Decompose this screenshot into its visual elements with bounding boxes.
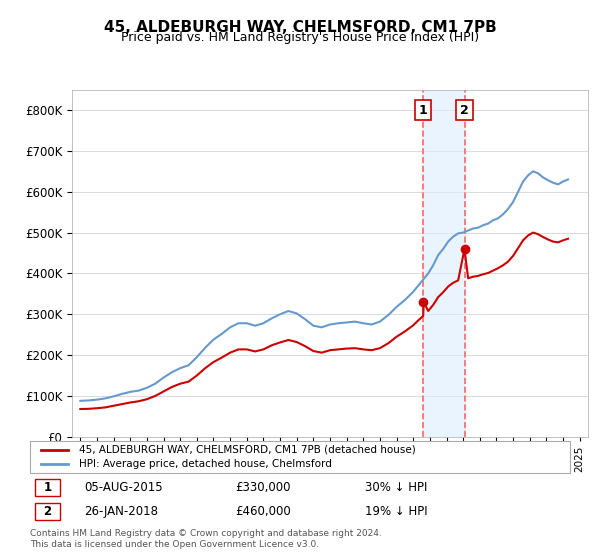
Text: Price paid vs. HM Land Registry's House Price Index (HPI): Price paid vs. HM Land Registry's House … — [121, 31, 479, 44]
Text: 2: 2 — [43, 505, 52, 518]
Text: 45, ALDEBURGH WAY, CHELMSFORD, CM1 7PB: 45, ALDEBURGH WAY, CHELMSFORD, CM1 7PB — [104, 20, 496, 35]
Text: 30% ↓ HPI: 30% ↓ HPI — [365, 482, 427, 494]
Bar — [423, 90, 464, 437]
Text: 05-AUG-2015: 05-AUG-2015 — [84, 482, 163, 494]
Text: £460,000: £460,000 — [235, 505, 291, 518]
Text: 26-JAN-2018: 26-JAN-2018 — [84, 505, 158, 518]
Text: HPI: Average price, detached house, Chelmsford: HPI: Average price, detached house, Chel… — [79, 459, 331, 469]
FancyBboxPatch shape — [35, 503, 60, 520]
FancyBboxPatch shape — [30, 441, 570, 473]
Text: 1: 1 — [419, 104, 427, 116]
Text: 19% ↓ HPI: 19% ↓ HPI — [365, 505, 427, 518]
Text: £330,000: £330,000 — [235, 482, 290, 494]
Text: 2: 2 — [460, 104, 469, 116]
Text: 1: 1 — [43, 482, 52, 494]
Text: Contains HM Land Registry data © Crown copyright and database right 2024.
This d: Contains HM Land Registry data © Crown c… — [30, 529, 382, 549]
Text: 45, ALDEBURGH WAY, CHELMSFORD, CM1 7PB (detached house): 45, ALDEBURGH WAY, CHELMSFORD, CM1 7PB (… — [79, 445, 415, 455]
FancyBboxPatch shape — [35, 479, 60, 497]
